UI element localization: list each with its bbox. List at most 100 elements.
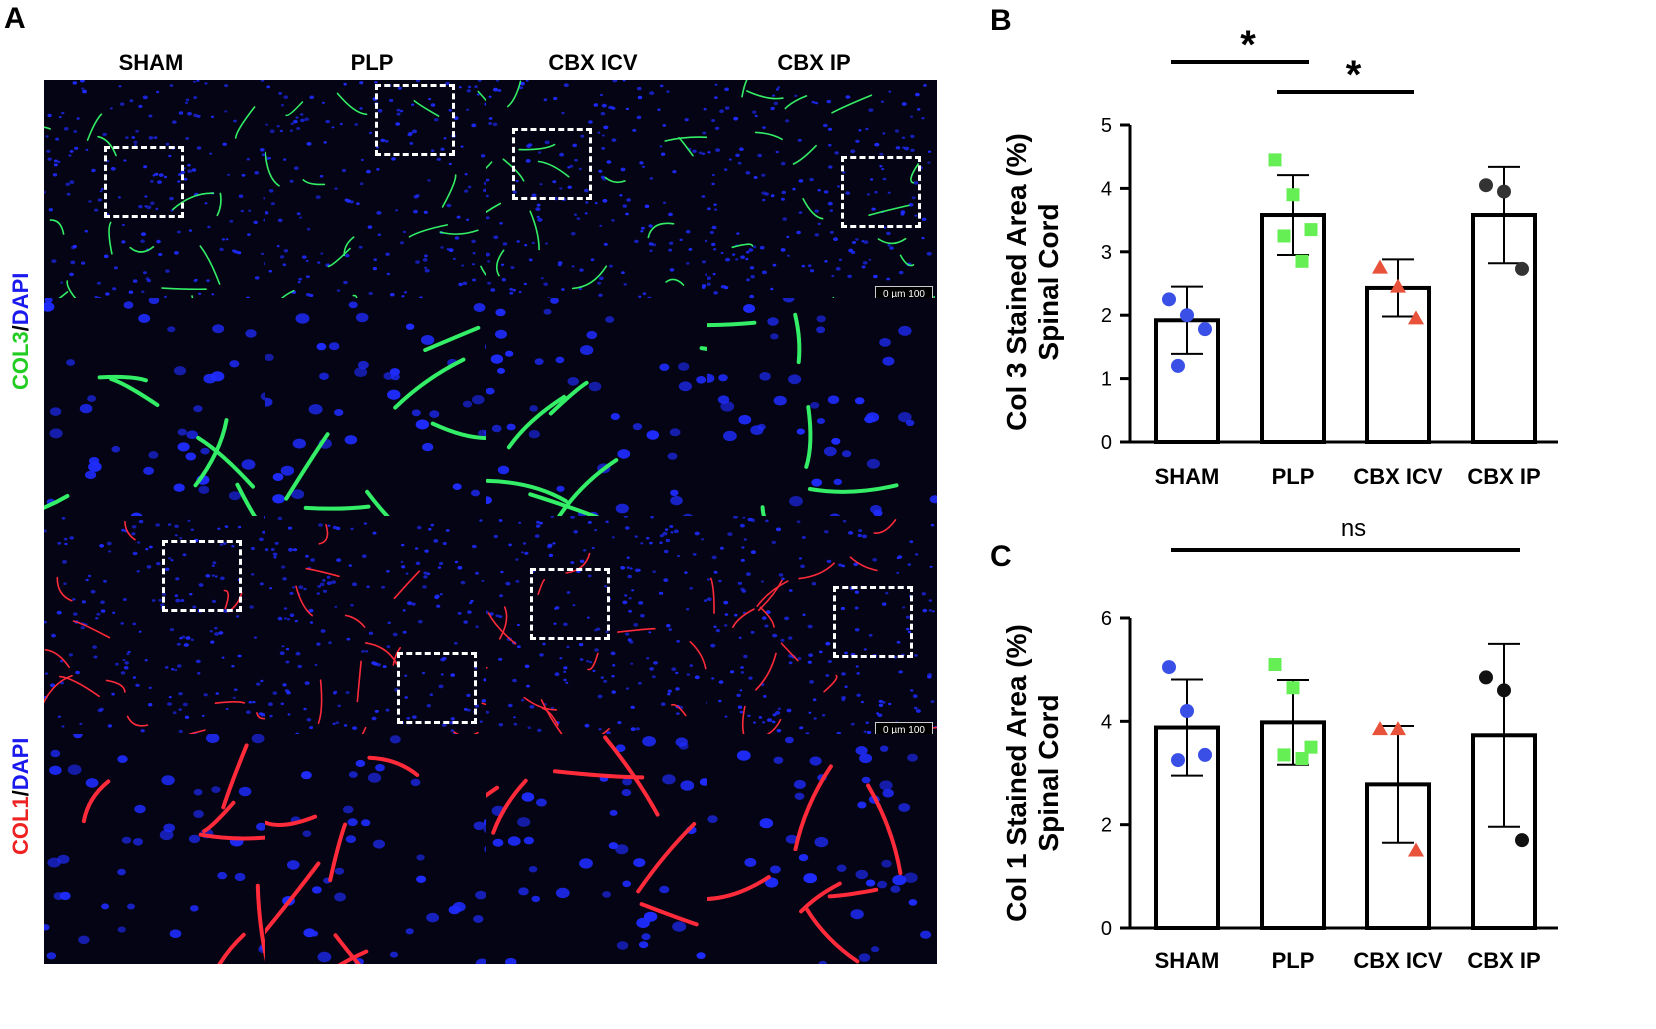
nucleus-dot	[205, 574, 211, 578]
nucleus-dot	[808, 711, 812, 714]
nucleus-dot	[138, 104, 143, 108]
nucleus-dot	[289, 129, 293, 132]
nucleus-dot	[797, 138, 802, 142]
nucleus-dot	[321, 101, 325, 104]
nucleus-dot	[569, 164, 574, 168]
vessel-stain	[784, 95, 808, 110]
stain-label-col3: COL3	[8, 331, 33, 390]
nucleus-dot	[72, 598, 76, 601]
nucleus-dot	[269, 714, 273, 718]
nucleus-dot	[748, 248, 754, 252]
nucleus-dot	[838, 258, 842, 261]
vessel-stain	[866, 783, 903, 876]
nucleus-dot	[300, 118, 305, 123]
micrograph-texture	[44, 80, 271, 310]
nucleus-dot	[749, 266, 755, 270]
nucleus-dot	[72, 81, 78, 85]
nucleus-dot	[764, 624, 769, 628]
nucleus-dot	[652, 570, 656, 573]
nucleus-dot	[251, 734, 265, 744]
vessel-stain	[587, 652, 599, 671]
nucleus-dot	[80, 80, 85, 83]
nucleus-dot	[648, 242, 654, 246]
nucleus-dot	[177, 442, 190, 452]
vessel-stain	[756, 580, 789, 607]
nucleus-dot	[565, 681, 569, 684]
nucleus-dot	[207, 225, 211, 229]
y-axis-label: Col 1 Stained Area (%)	[1001, 624, 1032, 922]
nucleus-dot	[285, 647, 290, 651]
nucleus-dot	[268, 269, 273, 273]
nucleus-dot	[886, 277, 891, 281]
nucleus-dot	[285, 660, 290, 664]
nucleus-dot	[280, 104, 285, 107]
vessel-stain	[367, 755, 420, 777]
nucleus-dot	[361, 819, 371, 827]
nucleus-dot	[173, 251, 179, 255]
nucleus-dot	[611, 536, 615, 539]
nucleus-dot	[817, 188, 821, 192]
nucleus-dot	[902, 606, 906, 609]
nucleus-dot	[155, 523, 161, 527]
nucleus-dot	[293, 119, 298, 124]
nucleus-dot	[707, 578, 710, 581]
nucleus-dot	[283, 158, 287, 161]
nucleus-dot	[501, 278, 506, 282]
nucleus-dot	[824, 530, 829, 534]
nucleus-dot	[500, 570, 504, 574]
vessel-stain	[198, 832, 271, 841]
nucleus-dot	[477, 80, 482, 82]
nucleus-dot	[225, 707, 229, 711]
nucleus-dot	[357, 360, 369, 370]
nucleus-dot	[759, 245, 765, 250]
nucleus-dot	[567, 377, 579, 386]
nucleus-dot	[540, 277, 544, 280]
nucleus-dot	[651, 675, 656, 679]
nucleus-dot	[525, 80, 529, 82]
nucleus-dot	[524, 551, 529, 555]
nucleus-dot	[148, 703, 153, 707]
nucleus-dot	[499, 222, 503, 225]
nucleus-dot	[140, 729, 145, 733]
nucleus-dot	[165, 269, 170, 273]
nucleus-dot	[278, 92, 282, 95]
data-point	[1198, 322, 1212, 337]
vessel-stain	[161, 287, 207, 291]
nucleus-dot	[335, 721, 340, 725]
nucleus-dot	[352, 726, 358, 730]
nucleus-dot	[838, 563, 843, 567]
nucleus-dot	[874, 190, 878, 194]
nucleus-dot	[389, 735, 401, 744]
micrograph-col1-cbx-ip-overview: 0 µm 100	[707, 516, 937, 746]
nucleus-dot	[694, 531, 700, 536]
nucleus-dot	[865, 721, 869, 724]
nucleus-dot	[350, 527, 354, 531]
nucleus-dot	[115, 662, 119, 666]
vessel-stain	[124, 520, 136, 541]
nucleus-dot	[407, 601, 413, 606]
nucleus-dot	[99, 190, 103, 193]
nucleus-dot	[814, 209, 819, 213]
nucleus-dot	[865, 127, 869, 131]
x-tick-label: CBX IP	[1467, 464, 1540, 489]
nucleus-dot	[898, 325, 912, 336]
nucleus-dot	[439, 561, 444, 566]
nucleus-dot	[525, 159, 531, 163]
nucleus-dot	[367, 772, 382, 783]
nucleus-dot	[733, 116, 739, 121]
vessel-stain	[317, 679, 323, 724]
nucleus-dot	[878, 703, 884, 707]
nucleus-dot	[238, 786, 252, 797]
nucleus-dot	[761, 580, 764, 583]
vessel-stain	[193, 418, 229, 488]
nucleus-dot	[794, 792, 805, 800]
nucleus-dot	[602, 198, 608, 203]
vessel-stain	[664, 136, 709, 142]
nucleus-dot	[819, 650, 823, 654]
nucleus-dot	[87, 574, 92, 578]
nucleus-dot	[429, 410, 440, 418]
nucleus-dot	[703, 599, 708, 602]
vessel-stain	[491, 778, 528, 835]
nucleus-dot	[193, 113, 198, 118]
nucleus-dot	[622, 80, 626, 82]
